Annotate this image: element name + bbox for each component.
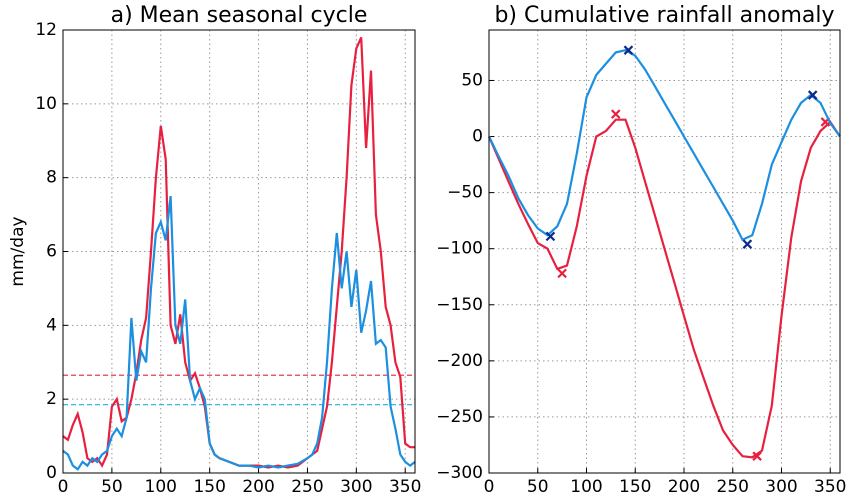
- extremum-marker: [752, 451, 762, 461]
- x-tick-label: 200: [242, 477, 274, 497]
- y-tick-label: −200: [436, 351, 483, 371]
- series-line: [488, 49, 841, 242]
- y-tick-label: 6: [46, 242, 57, 262]
- x-tick-label: 150: [619, 477, 651, 497]
- y-tick-label: −50: [447, 183, 483, 203]
- series-line: [62, 36, 415, 469]
- x-tick-label: 50: [101, 477, 123, 497]
- chart-title: a) Mean seasonal cycle: [111, 3, 368, 28]
- x-tick-label: 300: [765, 477, 797, 497]
- x-tick-label: 250: [717, 477, 749, 497]
- extremum-marker: [610, 109, 621, 119]
- x-tick-label: 0: [484, 477, 495, 497]
- extremum-marker: [742, 239, 753, 249]
- y-tick-label: 10: [35, 94, 57, 114]
- x-tick-label: 100: [145, 477, 177, 497]
- y-tick-label: 50: [461, 70, 483, 90]
- y-tick-label: −250: [436, 407, 483, 427]
- series-line: [62, 195, 416, 471]
- y-tick-label: −100: [436, 239, 483, 259]
- x-tick-label: 0: [58, 477, 69, 497]
- series-line: [487, 118, 841, 459]
- extremum-marker: [557, 268, 567, 279]
- extremum-marker: [545, 231, 556, 242]
- y-tick-label: 0: [46, 463, 57, 483]
- x-tick-label: 300: [340, 477, 372, 497]
- chart-title: b) Cumulative rainfall anomaly: [494, 3, 834, 28]
- y-tick-label: 8: [46, 168, 57, 188]
- extremum-marker: [623, 45, 634, 55]
- x-tick-label: 200: [668, 477, 700, 497]
- x-tick-label: 250: [291, 477, 323, 497]
- extremum-marker: [807, 90, 818, 100]
- plot-frame: [62, 29, 416, 474]
- y-tick-label: 4: [46, 315, 57, 335]
- y-tick-label: 2: [46, 389, 57, 409]
- x-tick-label: 350: [389, 477, 421, 497]
- y-tick-label: −300: [436, 463, 483, 483]
- plot-frame: [488, 29, 841, 474]
- y-tick-label: 0: [472, 127, 483, 147]
- x-tick-label: 100: [570, 477, 602, 497]
- y-tick-label: −150: [436, 295, 483, 315]
- x-tick-label: 350: [814, 477, 846, 497]
- x-tick-label: 150: [193, 477, 225, 497]
- y-axis-label: mm/day: [8, 216, 28, 286]
- y-tick-label: 12: [35, 20, 57, 40]
- x-tick-label: 50: [527, 477, 549, 497]
